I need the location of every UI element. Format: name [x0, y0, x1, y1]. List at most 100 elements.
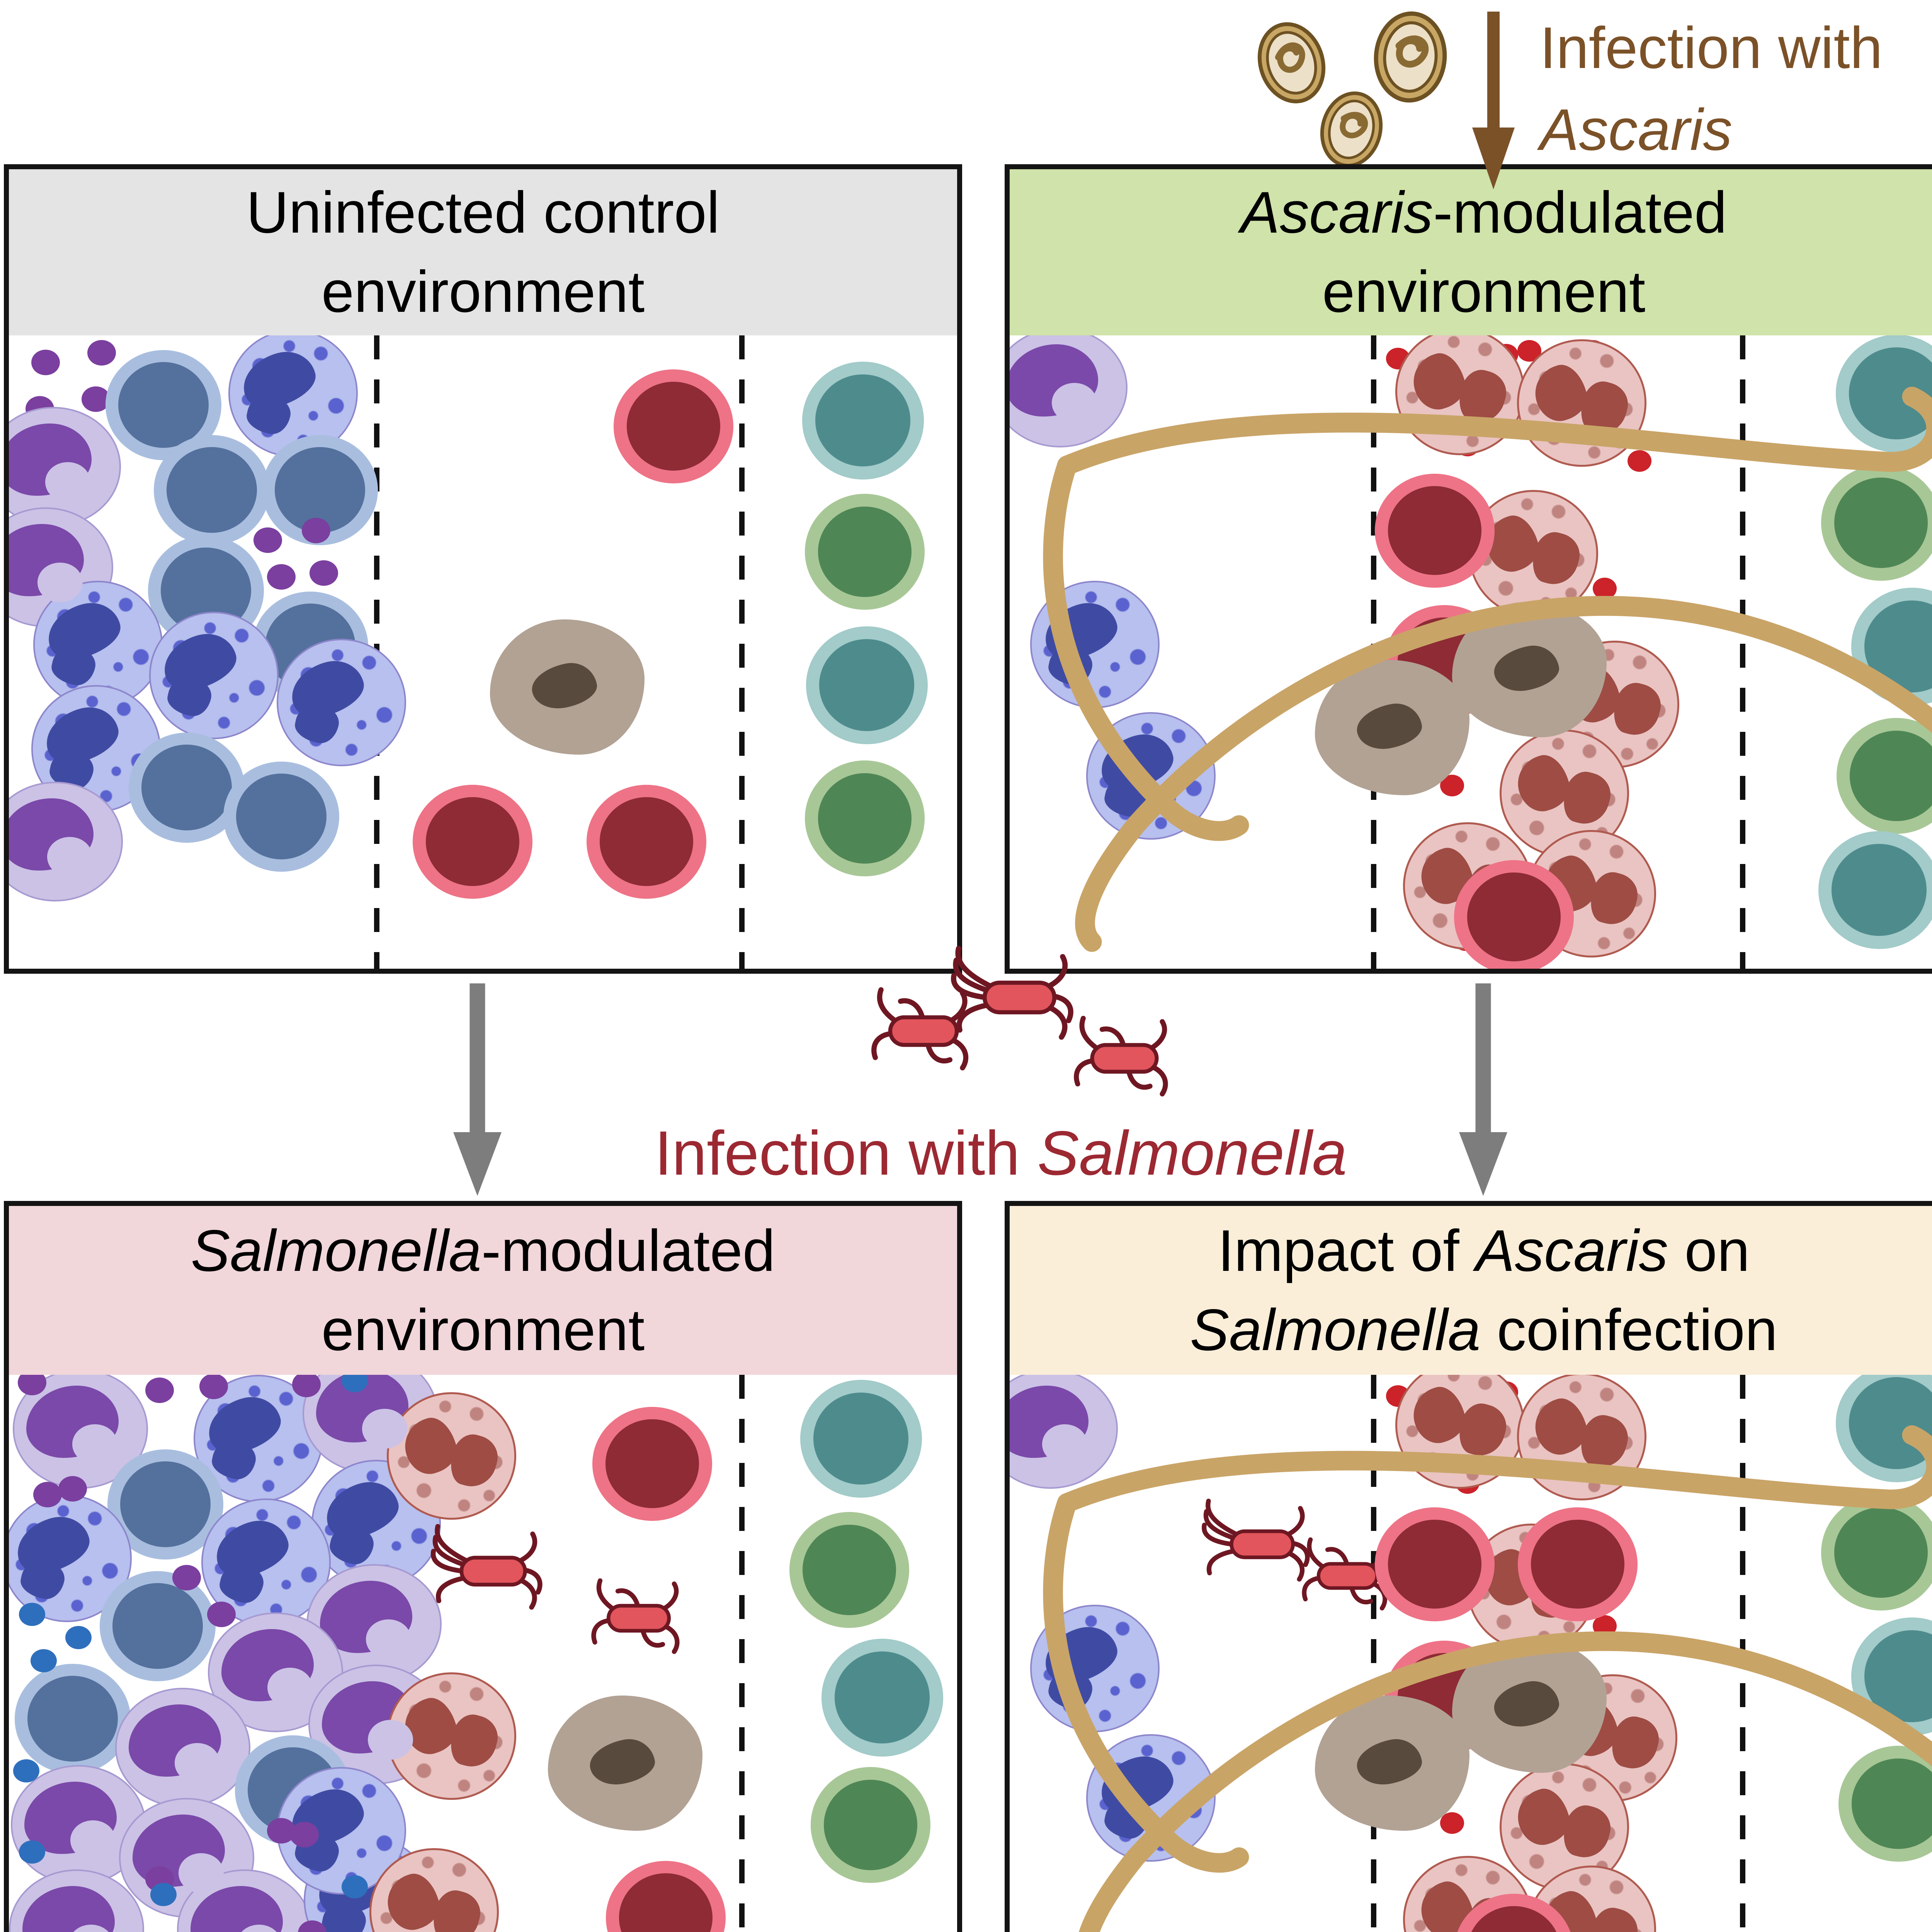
tnfa-dot	[87, 340, 116, 366]
panel-body	[9, 335, 957, 969]
tnfa-dot	[199, 1375, 228, 1399]
tnfa-dot	[267, 564, 296, 590]
infection-with-salmonella-label: Infection with Salmonella	[655, 1118, 1347, 1188]
th1-cell	[223, 761, 339, 872]
th2-cell	[587, 784, 706, 899]
panel-body	[9, 1375, 957, 1932]
cd4-treg-cell	[805, 494, 925, 610]
eosinophil-cell	[1395, 1375, 1525, 1489]
cd8-treg-cell	[802, 361, 924, 480]
panel-ascaris-salmonella-coinfection: Impact of Ascaris on Salmonella coinfect…	[1005, 1201, 1932, 1932]
neutrophil-cell	[149, 612, 279, 739]
th2-cell	[1375, 473, 1495, 588]
eosinophil-cell	[386, 1392, 516, 1520]
column-separator	[1371, 335, 1376, 969]
monocyte-cell	[1010, 1375, 1118, 1489]
tnfa-dot	[172, 1565, 201, 1590]
column-separator	[1371, 1375, 1376, 1932]
column-separator	[739, 1375, 745, 1932]
il4-dot	[1628, 450, 1651, 472]
cd8-treg-cell	[806, 626, 928, 744]
tnfa-dot	[18, 1375, 46, 1395]
il17a-dot	[65, 1626, 92, 1649]
ascaris-label: Ascaris	[1540, 97, 1733, 163]
tnfa-dot	[292, 1375, 321, 1397]
panel-header: Salmonella-modulated environment	[9, 1206, 957, 1375]
il17a-dot	[342, 1875, 368, 1898]
cd4-treg-cell	[1821, 465, 1932, 581]
cd4-treg-cell	[789, 1512, 909, 1628]
cd8-treg-cell	[821, 1638, 943, 1757]
to-salmonella-arrow	[453, 983, 502, 1196]
panel-uninfected-control: Uninfected control environment	[4, 164, 962, 974]
macrophage-cell	[548, 1696, 702, 1831]
eosinophil-cell	[1395, 335, 1525, 455]
tnfa-dot	[145, 1378, 174, 1403]
monocyte-cell	[9, 407, 121, 527]
tnfa-dot	[33, 1482, 62, 1507]
panel-title-line1: Ascaris-modulated	[1240, 180, 1727, 245]
cd8-treg-cell	[1851, 1617, 1932, 1735]
neutrophil-cell	[1030, 1605, 1160, 1732]
panel-title-line2: environment	[1322, 259, 1646, 325]
th2-cell	[592, 1406, 712, 1521]
th2-cell	[413, 784, 532, 899]
eosinophil-cell	[1517, 339, 1646, 467]
tnfa-dot	[310, 560, 338, 586]
to-coinfection-arrow	[1459, 983, 1507, 1196]
cd8-treg-cell	[1835, 335, 1932, 452]
th1-cell	[100, 1571, 216, 1681]
th1-cell	[15, 1663, 131, 1774]
cd8-treg-cell	[1818, 831, 1932, 949]
monocyte-cell	[9, 782, 123, 901]
il4-dot	[1440, 1812, 1464, 1834]
th2-cell	[614, 369, 733, 483]
ascaris-egg-icon	[1371, 7, 1451, 107]
panel-header: Impact of Ascaris on Salmonella coinfect…	[1010, 1206, 1932, 1375]
panel-title-line1: Impact of Ascaris on	[1218, 1218, 1750, 1284]
eosinophil-cell	[1517, 1375, 1646, 1500]
neutrophil-cell	[276, 639, 406, 766]
tnfa-dot	[290, 1822, 319, 1847]
macrophage-cell	[1315, 660, 1469, 795]
macrophage-cell	[490, 619, 645, 755]
panel-title-line2: environment	[321, 259, 645, 325]
th1-cell	[107, 1449, 223, 1560]
tnfa-dot	[82, 386, 110, 412]
infection-with-ascaris-label: Infection with Ascaris	[1540, 7, 1883, 171]
il17a-dot	[31, 1649, 57, 1672]
tnfa-dot	[302, 518, 330, 543]
monocyte-cell	[115, 1688, 250, 1808]
il17a-dot	[19, 1840, 45, 1864]
tnfa-dot	[207, 1602, 236, 1627]
cd8-treg-cell	[1851, 587, 1932, 706]
monocyte-cell	[306, 1564, 442, 1684]
il17a-dot	[19, 1603, 45, 1626]
macrophage-cell	[1452, 602, 1607, 737]
cd8-treg-cell	[800, 1379, 922, 1498]
macrophage-cell	[1315, 1696, 1469, 1831]
neutrophil-cell	[228, 335, 358, 457]
panel-title-line1: Uninfected control	[246, 180, 720, 245]
salmonella-bacterium-icon	[434, 1518, 554, 1626]
cd4-treg-cell	[805, 760, 925, 876]
panel-salmonella-modulated: Salmonella-modulated environment	[4, 1201, 962, 1932]
tnfa-dot	[31, 350, 60, 375]
il17a-dot	[150, 1883, 177, 1906]
panel-title-line2: Salmonella coinfection	[1190, 1297, 1778, 1363]
tnfa-dot	[58, 1476, 87, 1502]
neutrophil-cell	[1086, 712, 1216, 840]
th2-cell	[1454, 860, 1574, 969]
cd8-treg-cell	[1835, 1375, 1932, 1482]
il17a-dot	[13, 1759, 39, 1782]
th1-cell	[154, 435, 270, 545]
panel-ascaris-modulated: Ascaris-modulated environment	[1005, 164, 1932, 974]
column-separator	[739, 335, 745, 969]
panel-title-line1: Salmonella-modulated	[190, 1218, 776, 1284]
cd4-treg-cell	[1838, 1746, 1932, 1862]
panel-header: Uninfected control environment	[9, 169, 957, 335]
cd4-treg-cell	[1821, 1495, 1932, 1611]
panel-header: Ascaris-modulated environment	[1010, 169, 1932, 335]
salmonella-bacterium-icon	[581, 1566, 697, 1670]
